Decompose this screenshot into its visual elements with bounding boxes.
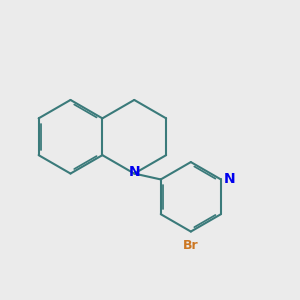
- Text: Br: Br: [183, 239, 199, 252]
- Text: N: N: [128, 165, 140, 179]
- Text: N: N: [224, 172, 236, 186]
